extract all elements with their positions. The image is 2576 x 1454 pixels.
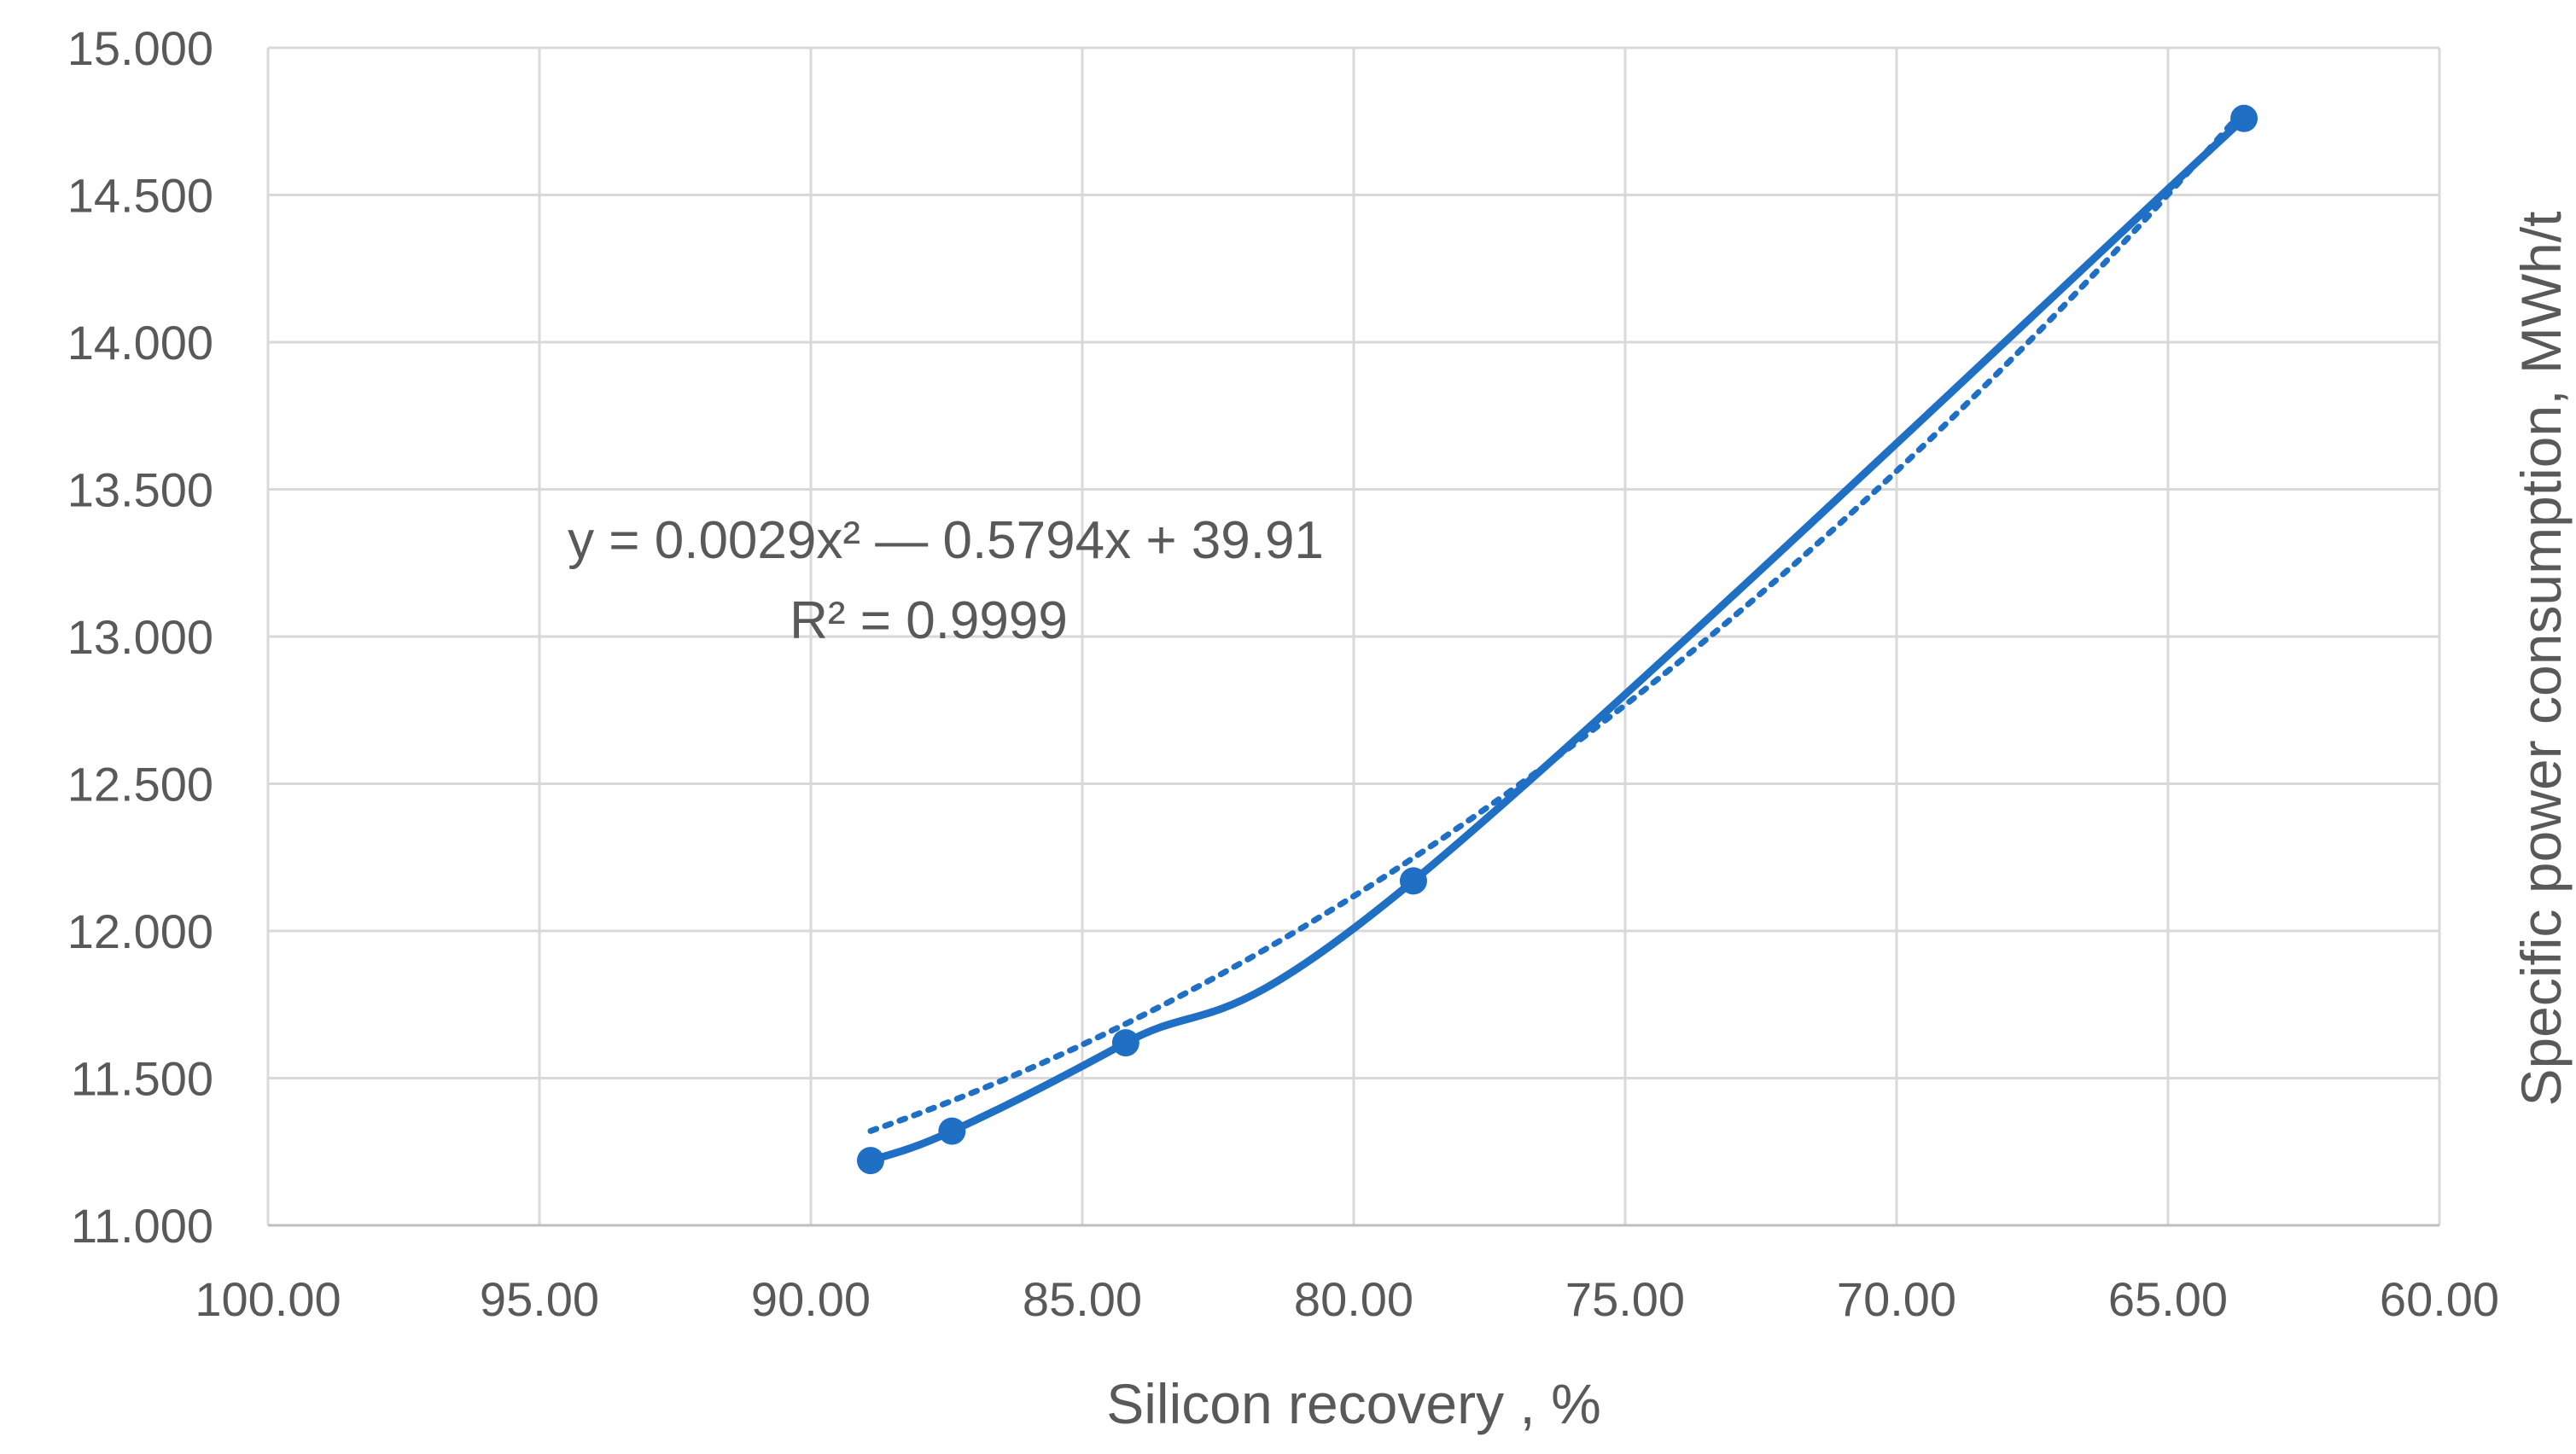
data-point bbox=[2230, 104, 2258, 132]
x-tick-label: 85.00 bbox=[1023, 1272, 1142, 1326]
x-tick-label: 90.00 bbox=[751, 1272, 871, 1326]
y-tick-label: 12.000 bbox=[67, 904, 213, 958]
x-tick-label: 100.00 bbox=[195, 1272, 341, 1326]
y-tick-label: 15.000 bbox=[67, 21, 213, 75]
y-axis-title: Specific power consumption, MWh/t bbox=[2509, 211, 2573, 1106]
trendline-equation: y = 0.0029x² — 0.5794x + 39.91 bbox=[568, 511, 1324, 570]
tick-labels: 100.00 95.00 90.00 85.00 80.00 75.00 70.00 65.0… bbox=[67, 21, 2499, 1326]
y-tick-label: 11.500 bbox=[71, 1052, 213, 1106]
trendline-r-squared: R² = 0.9999 bbox=[790, 591, 1068, 650]
y-tick-label: 14.500 bbox=[67, 169, 213, 223]
series-line bbox=[869, 115, 2247, 1165]
x-tick-label: 75.00 bbox=[1565, 1272, 1685, 1326]
data-point bbox=[1399, 867, 1427, 895]
y-tick-label: 13.000 bbox=[67, 610, 213, 664]
x-tick-label: 60.00 bbox=[2380, 1272, 2499, 1326]
y-tick-label: 14.000 bbox=[67, 316, 213, 369]
data-point bbox=[856, 1147, 884, 1175]
x-tick-label: 80.00 bbox=[1294, 1272, 1413, 1326]
data-point bbox=[938, 1117, 966, 1145]
y-tick-label: 12.500 bbox=[67, 758, 213, 811]
data-point bbox=[1111, 1029, 1139, 1057]
x-tick-label: 70.00 bbox=[1837, 1272, 1956, 1326]
y-tick-label: 13.500 bbox=[67, 463, 213, 517]
data-series bbox=[856, 104, 2258, 1175]
x-tick-label: 95.00 bbox=[480, 1272, 599, 1326]
x-axis-title: Silicon recovery , % bbox=[1106, 1372, 1601, 1435]
y-tick-label: 11.000 bbox=[71, 1199, 213, 1253]
x-tick-label: 65.00 bbox=[2108, 1272, 2228, 1326]
grid bbox=[266, 46, 2441, 1227]
